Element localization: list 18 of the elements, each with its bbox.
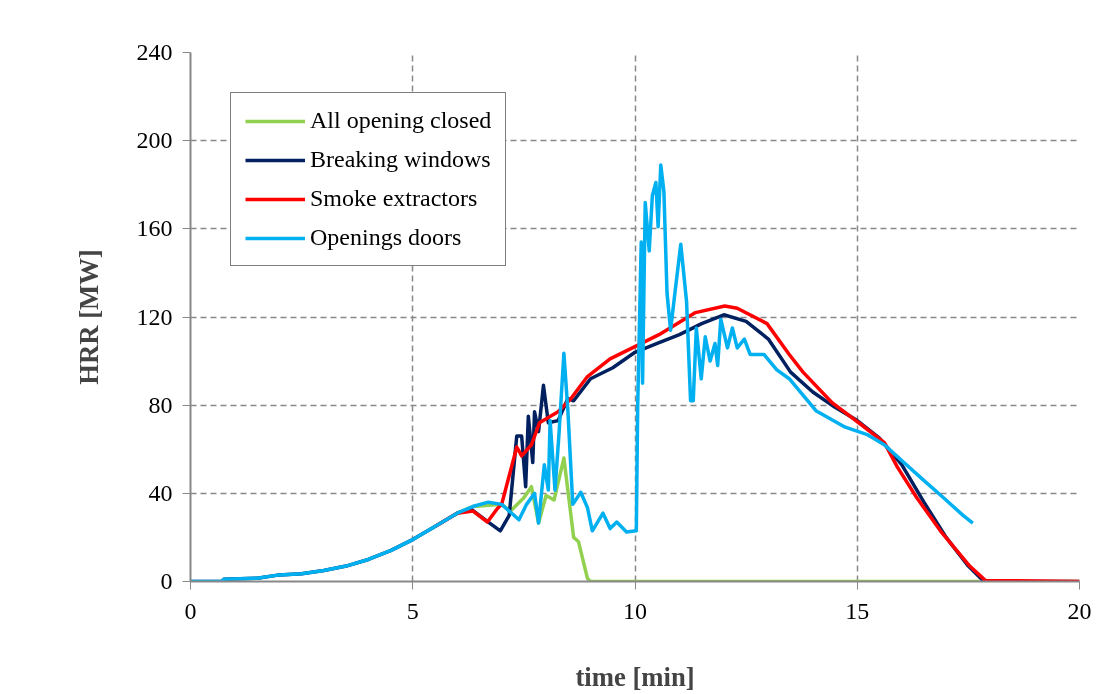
legend-label: All opening closed (310, 107, 492, 134)
y-tick-label: 200 (136, 127, 173, 154)
legend-label: Openings doors (310, 224, 462, 251)
y-tick-label: 80 (148, 391, 173, 418)
x-tick-label: 15 (845, 597, 870, 624)
x-axis-title: time [min] (575, 661, 695, 692)
y-tick-label: 240 (136, 39, 173, 65)
x-tick-label: 5 (406, 597, 419, 624)
y-tick-label: 160 (136, 215, 173, 242)
y-tick-label: 120 (136, 303, 173, 330)
x-tick-label: 0 (184, 597, 197, 624)
y-axis-title: HRR [MW] (73, 249, 104, 385)
y-tick-label: 40 (148, 479, 173, 506)
legend-label: Smoke extractors (310, 185, 478, 212)
x-tick-label: 20 (1067, 597, 1092, 624)
legend-label: Breaking windows (310, 146, 491, 173)
y-tick-label: 0 (160, 568, 173, 594)
x-tick-label: 10 (623, 597, 647, 624)
